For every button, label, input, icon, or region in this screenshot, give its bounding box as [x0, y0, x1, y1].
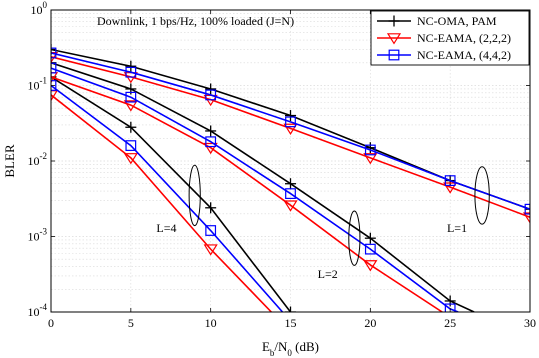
annotation-label: L=2	[318, 267, 338, 281]
series-line	[51, 76, 443, 312]
x-tick-label: 25	[444, 316, 456, 330]
triangle-marker	[283, 123, 298, 135]
series-line	[51, 67, 459, 312]
plus-marker	[205, 125, 217, 137]
x-label-tail: (dB)	[292, 339, 319, 354]
triangle-marker	[123, 153, 138, 165]
y-tick-label: 10-4	[28, 302, 48, 319]
series-layer	[51, 43, 530, 312]
plus-marker	[125, 121, 137, 133]
annotation-ellipse	[348, 210, 361, 266]
plus-marker	[285, 178, 296, 190]
plus-marker	[125, 60, 137, 72]
triangle-marker	[123, 100, 138, 112]
triangle-marker	[443, 182, 458, 194]
square-marker	[364, 243, 376, 255]
square-marker	[285, 188, 296, 200]
annotation-label: L=1	[447, 221, 467, 235]
square-marker	[125, 91, 137, 103]
square-marker	[388, 49, 400, 61]
annotation-ellipse	[474, 166, 490, 225]
triangle-marker	[522, 212, 530, 224]
y-tick-label: 10-2	[28, 151, 48, 168]
triangle-marker	[363, 260, 378, 272]
triangle-marker	[203, 244, 218, 256]
series-line	[51, 76, 292, 312]
plus-marker	[388, 15, 400, 27]
plus-marker	[205, 202, 217, 214]
y-tick-label: 10-3	[28, 227, 48, 244]
annotation-label: L=4	[156, 221, 176, 235]
y-tick-label: 100	[31, 0, 48, 17]
plus-marker	[205, 83, 217, 95]
triangle-marker	[51, 72, 59, 84]
x-label-sub2: 0	[287, 348, 292, 358]
square-marker	[364, 144, 376, 156]
x-tick-label: 0	[48, 316, 54, 330]
square-marker	[444, 175, 456, 187]
annotation-ellipse	[188, 164, 201, 227]
square-marker	[205, 225, 217, 236]
plus-marker	[285, 110, 296, 122]
legend-label: NC-OMA, PAM	[417, 14, 497, 28]
plus-marker	[51, 43, 57, 55]
axis-ticks: 0 5 10 15 20 25 30 100 10-1 10-2 10-3 10-4	[28, 0, 537, 330]
square-marker	[125, 140, 137, 151]
square-marker	[125, 66, 137, 78]
legend: NC-OMA, PAM NC-EAMA, (2,2,2) NC-EAMA, (4,4…	[370, 10, 530, 66]
x-tick-label: 10	[205, 316, 217, 330]
x-tick-label: 15	[285, 316, 297, 330]
x-tick-label: 30	[524, 316, 536, 330]
plus-marker	[524, 203, 530, 215]
square-marker	[205, 136, 217, 148]
plus-marker	[364, 142, 376, 154]
series-line	[51, 84, 284, 312]
x-label-sub1: b	[270, 348, 275, 358]
triangle-marker	[386, 33, 402, 45]
triangle-marker	[51, 90, 59, 102]
x-label-mid: /N	[274, 339, 288, 354]
legend-label: NC-EAMA, (4,4,2)	[417, 48, 511, 62]
x-axis-label: Eb/N0 (dB)	[262, 339, 319, 358]
series-line	[51, 94, 272, 312]
x-tick-label: 5	[128, 316, 134, 330]
y-tick-label: 10-1	[28, 76, 48, 93]
x-tick-label: 20	[364, 316, 376, 330]
legend-label: NC-EAMA, (2,2,2)	[417, 31, 511, 45]
triangle-marker	[283, 200, 298, 212]
triangle-marker	[363, 153, 378, 165]
annotations: L=1 L=2 L=4	[156, 164, 490, 281]
chart-title: Downlink, 1 bps/Hz, 100% loaded (J=N)	[97, 14, 294, 28]
square-marker	[444, 303, 456, 312]
square-marker	[205, 89, 217, 101]
triangle-marker	[203, 142, 218, 155]
x-label-main: E	[262, 339, 270, 354]
series-line	[51, 52, 530, 210]
y-axis-label: BLER	[2, 144, 17, 178]
square-marker	[285, 116, 296, 128]
square-marker	[524, 203, 530, 215]
plus-marker	[364, 232, 376, 244]
